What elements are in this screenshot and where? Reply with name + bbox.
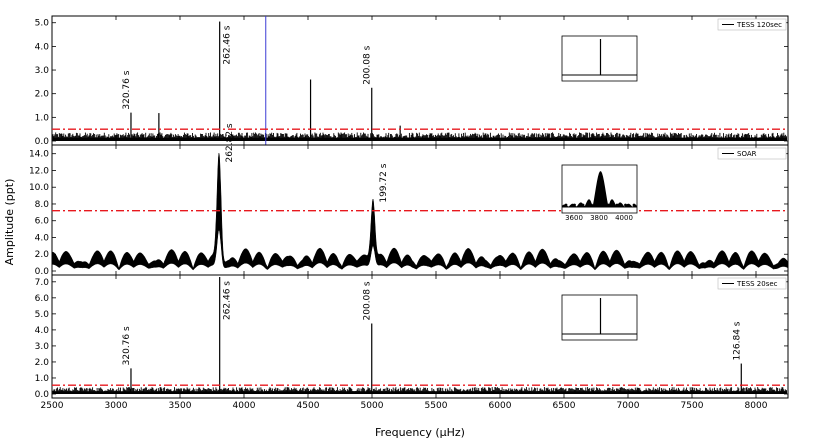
- y-tick-label: 4.0: [35, 233, 50, 243]
- y-tick-label: 14.0: [29, 150, 49, 160]
- y-tick-label: 1.0: [35, 374, 50, 384]
- soar-spectrum: [51, 153, 788, 271]
- y-tick-label: 7.0: [35, 278, 50, 288]
- panel-soar: 0.0 2.0 4.0 6.0 8.0 10.0 12.0 14.0 262.82 s 199.7…: [29, 123, 789, 277]
- inset-dot: [615, 203, 619, 207]
- y-tick-label: 6.0: [35, 294, 50, 304]
- y-tick-label: 6.0: [35, 217, 50, 227]
- y-axis-label: Amplitude (ppt): [3, 179, 16, 266]
- y-tick-label: 2.0: [35, 358, 50, 368]
- y-tick-label: 8.0: [35, 200, 50, 210]
- inset-dot: [573, 203, 576, 207]
- y-tick-label: 4.0: [35, 326, 50, 336]
- y-tick-label: 1.0: [35, 113, 50, 123]
- inset-dot: [598, 203, 602, 207]
- y-tick-label: 0.0: [35, 390, 50, 400]
- y-tick-label: 2.0: [35, 250, 50, 260]
- x-tick-label: 3500: [169, 401, 192, 411]
- y-tick-label: 0.0: [35, 267, 50, 277]
- legend-label: SOAR: [737, 150, 757, 158]
- y-tick-label: 2.0: [35, 90, 50, 100]
- y-tick-label: 3.0: [35, 342, 50, 352]
- inset-dot: [581, 203, 585, 207]
- peak-label: 262.46 s: [223, 281, 233, 320]
- panel-tess-120sec: 0.0 1.0 2.0 3.0 4.0 5.0 320.76 s 262.46 s 200.08…: [35, 15, 789, 147]
- inset-window-curve: [562, 171, 637, 207]
- panel-frame: [51, 15, 789, 146]
- x-tick-label: 3000: [105, 401, 128, 411]
- y-tick-label: 12.0: [29, 166, 49, 176]
- peak-label: 200.08 s: [363, 45, 373, 84]
- peak-label: 320.76 s: [122, 70, 132, 109]
- y-tick-label: 5.0: [35, 19, 50, 29]
- y-tick-label: 4.0: [35, 42, 50, 52]
- x-axis-label: Frequency (μHz): [375, 426, 465, 439]
- panel-frame: [51, 274, 789, 399]
- peak-label: 199.72 s: [379, 163, 389, 202]
- x-tick-label: 6000: [489, 401, 512, 411]
- peak-label: 262.46 s: [223, 25, 233, 64]
- x-tick-label: 5500: [425, 401, 448, 411]
- y-tick-label: 3.0: [35, 66, 50, 76]
- panel-tess-20sec: 0.0 1.0 2.0 3.0 4.0 5.0 6.0 7.0 2500 3000 3500 4000…: [35, 274, 789, 411]
- y-tick-label: 10.0: [29, 183, 49, 193]
- x-tick-label: 5000: [361, 401, 384, 411]
- x-tick-label: 2500: [41, 401, 64, 411]
- inset-tick-label: 3800: [590, 214, 608, 222]
- noise-band: [52, 387, 787, 394]
- legend-box: [717, 147, 787, 160]
- x-tick-label: 7500: [681, 401, 704, 411]
- noise-floor: [53, 391, 787, 394]
- legend-label: TESS 120sec: [736, 21, 782, 29]
- peak-label: 262.82 s: [225, 123, 235, 162]
- noise-floor: [53, 137, 787, 141]
- x-tick-label: 8000: [745, 401, 768, 411]
- peak-label: 320.76 s: [122, 326, 132, 365]
- y-tick-label: 5.0: [35, 310, 50, 320]
- x-tick-label: 6500: [553, 401, 576, 411]
- inset-dot: [624, 203, 627, 207]
- x-tick-label: 7000: [617, 401, 640, 411]
- legend-box: [717, 277, 787, 290]
- x-tick-label: 4500: [297, 401, 320, 411]
- peak-label: 126.84 s: [732, 321, 742, 360]
- inset-dot: [632, 203, 636, 207]
- inset-dot: [607, 203, 610, 207]
- noise-band: [52, 132, 787, 141]
- legend-label: TESS 20sec: [736, 280, 778, 288]
- y-tick-label: 0.0: [35, 137, 50, 147]
- inset-dot: [564, 203, 568, 207]
- peak-label: 200.08 s: [363, 281, 373, 320]
- inset-frame: [561, 35, 638, 82]
- legend-box: [717, 18, 787, 31]
- inset-tick-label: 3600: [565, 214, 583, 222]
- inset-dot: [590, 203, 593, 207]
- inset-frame: [561, 294, 638, 341]
- inset-tick-label: 4000: [615, 214, 633, 222]
- x-tick-label: 4000: [233, 401, 256, 411]
